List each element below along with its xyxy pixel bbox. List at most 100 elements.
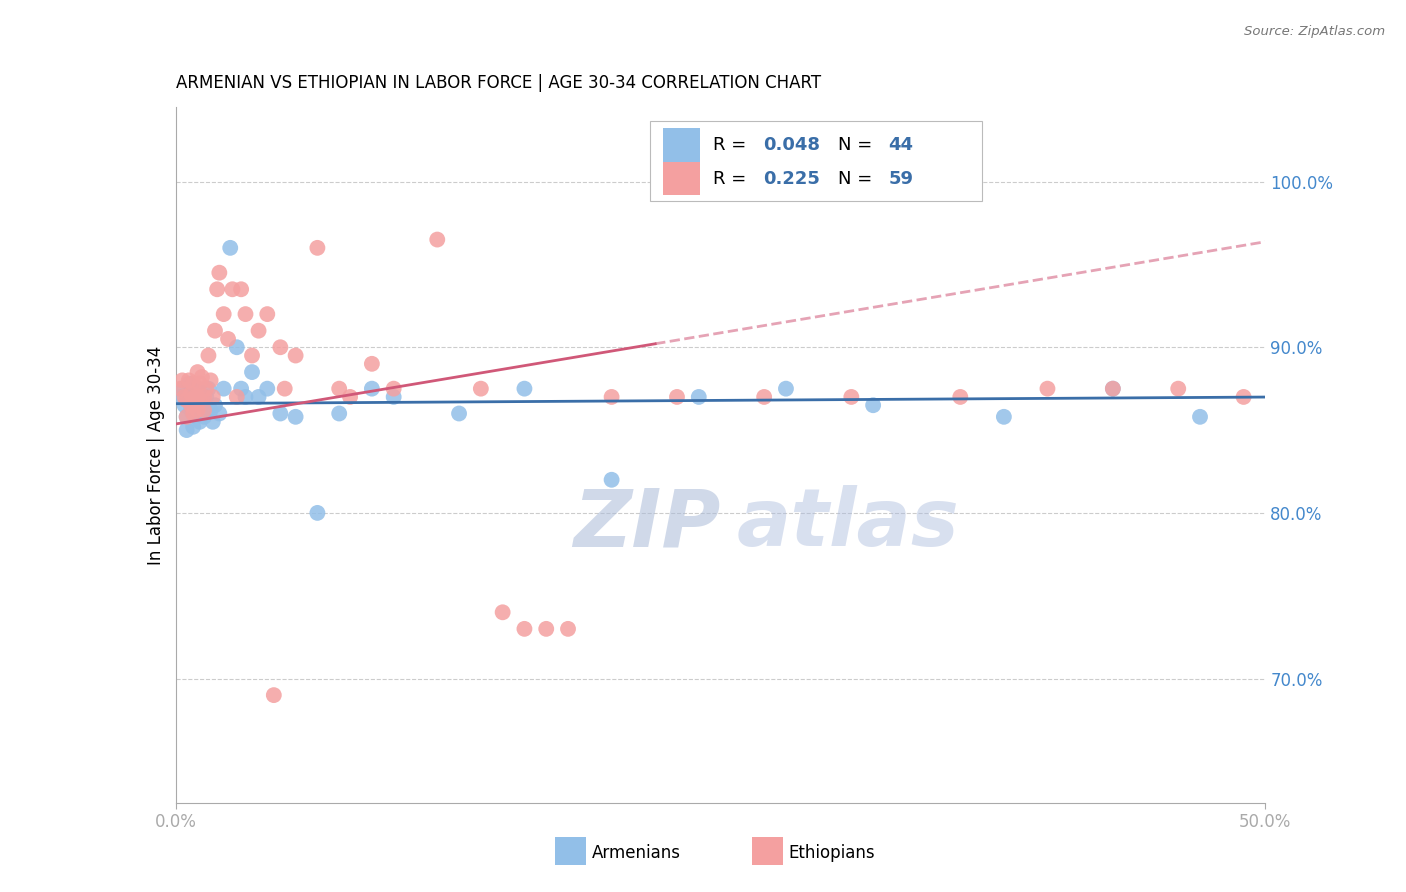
Point: [307, 506, 329, 520]
Point: [284, 409, 307, 424]
Text: 0.048: 0.048: [763, 136, 820, 154]
Text: Armenians: Armenians: [592, 844, 681, 862]
Point: [470, 382, 492, 396]
Point: [263, 688, 285, 702]
Point: [382, 390, 405, 404]
Point: [193, 409, 215, 424]
Text: 59: 59: [889, 169, 914, 187]
Point: [360, 382, 382, 396]
Point: [256, 382, 278, 396]
Point: [186, 407, 209, 421]
Text: R =: R =: [713, 136, 752, 154]
Text: 0.225: 0.225: [763, 169, 820, 187]
Point: [235, 390, 257, 404]
Point: [339, 390, 361, 404]
Point: [200, 403, 222, 417]
Point: [775, 382, 797, 396]
Point: [328, 407, 350, 421]
Point: [240, 365, 263, 379]
Point: [204, 324, 226, 338]
Point: [993, 409, 1015, 424]
Point: [208, 266, 231, 280]
Point: [181, 376, 204, 391]
Text: atlas: atlas: [737, 485, 960, 564]
Point: [1167, 382, 1189, 396]
Point: [492, 605, 515, 619]
Point: [240, 349, 263, 363]
Text: N =: N =: [838, 136, 879, 154]
Point: [1102, 382, 1125, 396]
Point: [217, 332, 239, 346]
Point: [269, 407, 291, 421]
Point: [688, 390, 710, 404]
Point: [180, 403, 202, 417]
Point: [188, 415, 211, 429]
Point: [172, 373, 194, 387]
Point: [172, 382, 194, 396]
Text: ARMENIAN VS ETHIOPIAN IN LABOR FORCE | AGE 30-34 CORRELATION CHART: ARMENIAN VS ETHIOPIAN IN LABOR FORCE | A…: [176, 74, 821, 92]
Bar: [662, 128, 700, 161]
Point: [200, 373, 222, 387]
Point: [186, 390, 209, 404]
Point: [225, 390, 247, 404]
Point: [180, 390, 202, 404]
Point: [201, 415, 224, 429]
Point: [186, 382, 209, 396]
Point: [176, 423, 198, 437]
Point: [284, 349, 307, 363]
Point: [307, 241, 329, 255]
Point: [447, 407, 470, 421]
Text: 44: 44: [889, 136, 914, 154]
Point: [195, 382, 218, 396]
Point: [173, 390, 195, 404]
Point: [184, 407, 207, 421]
Point: [1102, 382, 1125, 396]
Point: [201, 390, 224, 404]
Point: [235, 307, 257, 321]
Point: [184, 390, 207, 404]
Point: [666, 390, 689, 404]
Bar: [662, 161, 700, 195]
Point: [181, 419, 204, 434]
Point: [231, 382, 253, 396]
Text: ZIP: ZIP: [574, 485, 721, 564]
Point: [219, 241, 242, 255]
Point: [169, 390, 191, 404]
Point: [754, 390, 776, 404]
Point: [212, 382, 235, 396]
Point: [186, 403, 209, 417]
Point: [195, 390, 218, 404]
Point: [247, 324, 270, 338]
Point: [208, 407, 231, 421]
Point: [328, 382, 350, 396]
Point: [191, 370, 214, 384]
Point: [949, 390, 972, 404]
Point: [557, 622, 579, 636]
Point: [176, 409, 198, 424]
Point: [197, 349, 219, 363]
Text: Ethiopians: Ethiopians: [789, 844, 876, 862]
Point: [256, 307, 278, 321]
Point: [274, 382, 297, 396]
Point: [188, 376, 211, 391]
Point: [534, 622, 557, 636]
Point: [176, 393, 198, 408]
Point: [180, 398, 202, 412]
Point: [513, 382, 536, 396]
Point: [181, 407, 204, 421]
Point: [176, 409, 198, 424]
Y-axis label: In Labor Force | Age 30-34: In Labor Force | Age 30-34: [146, 345, 165, 565]
Point: [188, 393, 211, 408]
Point: [180, 386, 202, 401]
Point: [169, 382, 191, 396]
Point: [193, 403, 215, 417]
Point: [231, 282, 253, 296]
Point: [177, 376, 200, 391]
Point: [193, 390, 215, 404]
Point: [204, 398, 226, 412]
Point: [269, 340, 291, 354]
Point: [205, 282, 228, 296]
Point: [191, 398, 214, 412]
Point: [841, 390, 863, 404]
Text: N =: N =: [838, 169, 879, 187]
